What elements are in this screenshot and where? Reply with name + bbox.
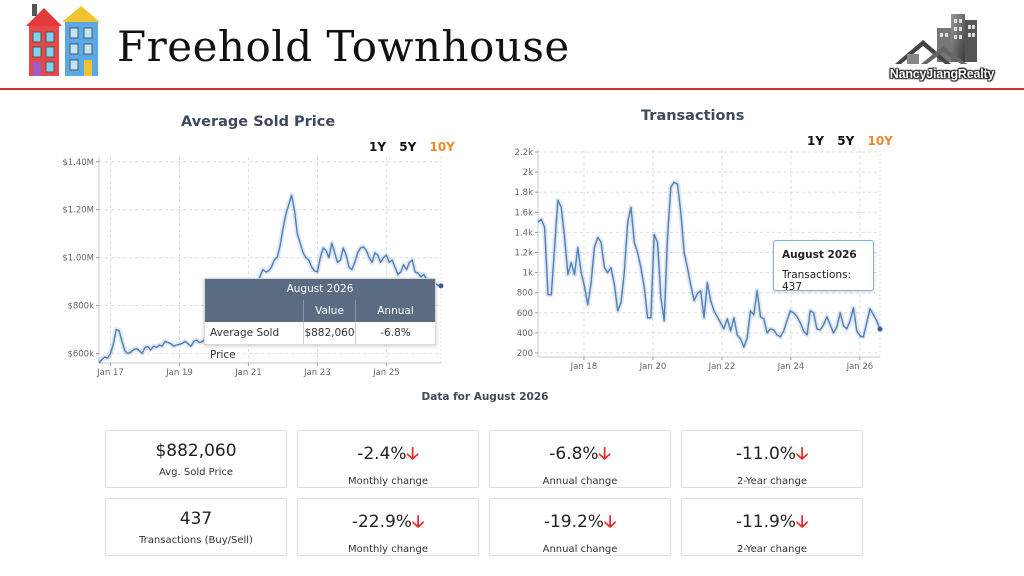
transactions-y-tick-label: 400 xyxy=(517,329,533,339)
transactions-x-tick-label: Jan 18 xyxy=(570,362,598,372)
page-header: Freehold Townhouse NancyJiangRealty xyxy=(0,0,1024,92)
transactions-x-tick-label: Jan 20 xyxy=(639,362,667,372)
transactions-y-tick-label: 2k xyxy=(523,168,533,178)
stat-label: Annual change xyxy=(542,476,618,487)
price-tooltip-title: August 2026 xyxy=(205,279,435,300)
price-range-10y[interactable]: 10Y xyxy=(429,140,455,154)
transactions-range-selector: 1Y 5Y 10Y xyxy=(798,134,893,148)
stat-card-transactions: 437 Transactions (Buy/Sell) xyxy=(105,498,287,556)
stat-value-text: -2.4% xyxy=(357,444,407,464)
transactions-y-tick-label: 1.4k xyxy=(515,228,534,238)
price-chart-title: Average Sold Price xyxy=(181,114,336,130)
stat-card-tx-monthly: -22.9%🡣 Monthly change xyxy=(297,498,479,556)
price-tooltip-col-value: Value xyxy=(303,300,355,322)
down-arrow-icon: 🡣 xyxy=(795,444,809,464)
building-logo-icon xyxy=(895,14,977,64)
stat-value-text: $882,060 xyxy=(155,441,237,461)
stat-value-text: 437 xyxy=(179,509,213,529)
stat-label: Monthly change xyxy=(347,544,429,555)
down-arrow-icon: 🡣 xyxy=(795,512,809,532)
stat-card-avg-price: $882,060 Avg. Sold Price xyxy=(105,430,287,488)
price-y-tick-label: $600k xyxy=(67,349,94,359)
price-range-5y[interactable]: 5Y xyxy=(399,140,417,154)
stat-value: -22.9%🡣 xyxy=(298,509,478,538)
stat-value-text: -19.2% xyxy=(543,512,604,532)
price-last-point[interactable] xyxy=(438,283,444,289)
price-tooltip-row-value: $882,060 xyxy=(303,322,355,344)
header-divider xyxy=(0,88,1024,90)
down-arrow-icon: 🡣 xyxy=(406,444,419,464)
transactions-series-line[interactable] xyxy=(537,181,881,348)
stat-label: 2-Year change xyxy=(737,476,807,487)
stat-value: -11.0%🡣 xyxy=(682,441,862,470)
stat-label: Avg. Sold Price xyxy=(158,467,234,478)
stat-value: $882,060 xyxy=(106,441,286,461)
transactions-y-tick-label: 1k xyxy=(523,269,533,279)
stat-value-text: -6.8% xyxy=(549,444,599,464)
down-arrow-icon: 🡣 xyxy=(603,512,617,532)
transactions-y-tick-label: 1.6k xyxy=(515,208,534,218)
price-y-tick-label: $1.40M xyxy=(62,158,94,168)
price-y-tick-label: $1.00M xyxy=(62,254,94,264)
price-tooltip: August 2026 Value Annual Change Average … xyxy=(204,278,436,361)
transactions-x-tick-label: Jan 26 xyxy=(846,362,874,372)
transactions-range-1y[interactable]: 1Y xyxy=(807,134,825,148)
transactions-y-tick-label: 1.8k xyxy=(515,188,534,198)
price-tooltip-col-change: Annual Change xyxy=(355,300,435,339)
transactions-y-tick-label: 600 xyxy=(517,309,533,319)
stat-card-price-2year: -11.0%🡣 2-Year change xyxy=(681,430,863,488)
transactions-chart-title: Transactions xyxy=(641,108,745,124)
down-arrow-icon: 🡣 xyxy=(411,512,425,532)
price-tooltip-row-change: -6.8% xyxy=(355,322,435,344)
transactions-last-point[interactable] xyxy=(877,326,883,332)
stat-value: -11.9%🡣 xyxy=(682,509,862,538)
stat-value: -6.8%🡣 xyxy=(490,441,670,470)
stat-value-text: -22.9% xyxy=(351,512,412,532)
stat-card-tx-2year: -11.9%🡣 2-Year change xyxy=(681,498,863,556)
price-x-tick-label: Jan 17 xyxy=(96,368,124,378)
price-tooltip-row-label: Average Sold Price xyxy=(210,327,280,361)
price-range-selector: 1Y 5Y 10Y xyxy=(360,140,455,154)
brand-name: NancyJiangRealty xyxy=(889,67,995,81)
transactions-tooltip-title: August 2026 xyxy=(782,249,857,261)
price-y-tick-label: $800k xyxy=(67,302,94,312)
price-x-tick-label: Jan 25 xyxy=(372,368,400,378)
stat-value: 437 xyxy=(106,509,286,529)
transactions-x-tick-label: Jan 22 xyxy=(708,362,736,372)
townhouse-logo-icon xyxy=(26,4,100,76)
stat-label: Monthly change xyxy=(347,476,429,487)
transactions-tooltip: August 2026 Transactions: 437 xyxy=(773,240,874,293)
price-range-1y[interactable]: 1Y xyxy=(369,140,387,154)
price-x-tick-label: Jan 19 xyxy=(165,368,193,378)
transactions-y-tick-label: 200 xyxy=(517,349,533,359)
stat-card-tx-annual: -19.2%🡣 Annual change xyxy=(489,498,671,556)
stat-label: 2-Year change xyxy=(737,544,807,555)
price-y-tick-label: $1.20M xyxy=(62,206,94,216)
down-arrow-icon: 🡣 xyxy=(598,444,611,464)
stat-card-price-monthly: -2.4%🡣 Monthly change xyxy=(297,430,479,488)
price-series-line[interactable] xyxy=(98,194,442,364)
transactions-y-tick-label: 2.2k xyxy=(515,148,534,158)
stat-label: Annual change xyxy=(542,544,618,555)
transactions-tooltip-text: Transactions: 437 xyxy=(782,269,852,293)
price-tooltip-row: Average Sold Price $882,060 -6.8% xyxy=(205,322,435,361)
transactions-x-tick-label: Jan 24 xyxy=(777,362,805,372)
price-x-tick-label: Jan 23 xyxy=(303,368,331,378)
stat-value-text: -11.0% xyxy=(735,444,796,464)
data-for-label: Data for August 2026 xyxy=(421,391,549,403)
transactions-range-5y[interactable]: 5Y xyxy=(837,134,855,148)
transactions-range-10y[interactable]: 10Y xyxy=(867,134,893,148)
transactions-y-tick-label: 800 xyxy=(517,289,533,299)
stat-value: -2.4%🡣 xyxy=(298,441,478,470)
price-tooltip-header-row: Value Annual Change xyxy=(205,300,435,339)
transactions-y-tick-label: 1.2k xyxy=(515,248,534,258)
stat-card-price-annual: -6.8%🡣 Annual change xyxy=(489,430,671,488)
stat-label: Transactions (Buy/Sell) xyxy=(139,535,253,546)
page-title: Freehold Townhouse xyxy=(117,22,570,71)
stat-value-text: -11.9% xyxy=(735,512,796,532)
stat-value: -19.2%🡣 xyxy=(490,509,670,538)
price-x-tick-label: Jan 21 xyxy=(234,368,262,378)
